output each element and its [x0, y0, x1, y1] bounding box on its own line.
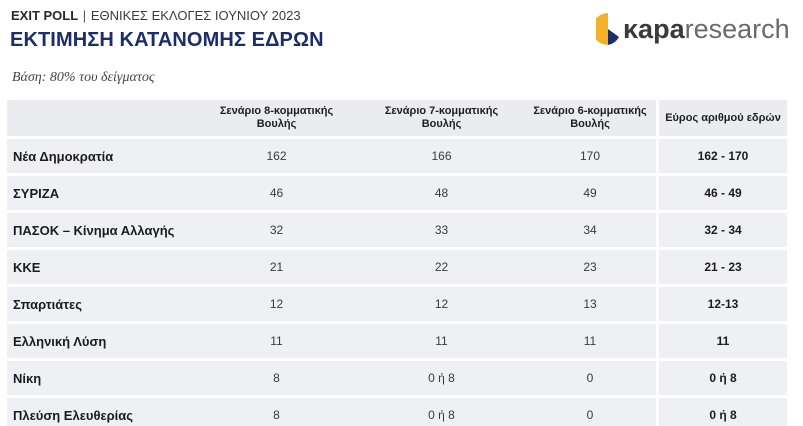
party-name: Σπαρτιάτες — [7, 287, 194, 321]
kapa-research-logo: κaparesearch — [596, 10, 790, 48]
party-name: ΠΑΣΟΚ – Κίνημα Αλλαγής — [7, 213, 194, 247]
seats-scenario-7: 12 — [359, 287, 524, 321]
party-name: Ελληνική Λύση — [7, 324, 194, 358]
column-header-scenario-8: Σενάριο 8-κομματικής Βουλής — [194, 100, 359, 136]
seats-scenario-6: 13 — [524, 287, 656, 321]
party-name: ΣΥΡΙΖΑ — [7, 176, 194, 210]
seats-scenario-6: 34 — [524, 213, 656, 247]
seats-scenario-8: 21 — [194, 250, 359, 284]
seats-scenario-6: 0 — [524, 361, 656, 395]
seats-scenario-6: 170 — [524, 139, 656, 173]
seats-scenario-7: 166 — [359, 139, 524, 173]
party-name: Νέα Δημοκρατία — [7, 139, 194, 173]
seat-range: 46 - 49 — [656, 176, 787, 210]
party-name: Νίκη — [7, 361, 194, 395]
kicker-separator: | — [82, 8, 87, 23]
seats-scenario-6: 23 — [524, 250, 656, 284]
kicker-election-name: ΕΘΝΙΚΕΣ ΕΚΛΟΓΕΣ ΙΟΥΝΙΟΥ 2023 — [90, 8, 301, 23]
seats-scenario-8: 12 — [194, 287, 359, 321]
party-name: Πλεύση Ελευθερίας — [7, 398, 194, 426]
kicker-exit-poll: EXIT POLL — [11, 8, 79, 23]
column-header-seat-range: Εύρος αριθμού εδρών — [656, 100, 787, 136]
seat-range: 12-13 — [656, 287, 787, 321]
seat-range: 32 - 34 — [656, 213, 787, 247]
table-row: ΠΑΣΟΚ – Κίνημα Αλλαγής 32 33 34 32 - 34 — [7, 213, 787, 247]
seats-scenario-8: 8 — [194, 361, 359, 395]
seats-scenario-6: 0 — [524, 398, 656, 426]
header-kicker: EXIT POLL | ΕΘΝΙΚΕΣ ΕΚΛΟΓΕΣ ΙΟΥΝΙΟΥ 2023 — [11, 8, 301, 24]
seat-range: 11 — [656, 324, 787, 358]
column-header-scenario-6: Σενάριο 6-κομματικής Βουλής — [524, 100, 656, 136]
table-row: ΣΥΡΙΖΑ 46 48 49 46 - 49 — [7, 176, 787, 210]
seats-scenario-7: 0 ή 8 — [359, 398, 524, 426]
table-header-row: Σενάριο 8-κομματικής Βουλής Σενάριο 7-κο… — [7, 100, 787, 136]
seats-scenario-7: 11 — [359, 324, 524, 358]
seats-scenario-8: 32 — [194, 213, 359, 247]
table-row: Πλεύση Ελευθερίας 8 0 ή 8 0 0 ή 8 — [7, 398, 787, 426]
seats-scenario-6: 11 — [524, 324, 656, 358]
logo-wordmark-research: research — [684, 14, 790, 44]
seat-range: 162 - 170 — [656, 139, 787, 173]
table-row: Ελληνική Λύση 11 11 11 11 — [7, 324, 787, 358]
seats-scenario-6: 49 — [524, 176, 656, 210]
sample-base-note: Βάση: 80% του δείγματος — [12, 70, 155, 85]
seats-scenario-7: 48 — [359, 176, 524, 210]
seats-scenario-8: 162 — [194, 139, 359, 173]
table-row: Νέα Δημοκρατία 162 166 170 162 - 170 — [7, 139, 787, 173]
seats-scenario-8: 46 — [194, 176, 359, 210]
logo-wordmark: κaparesearch — [623, 13, 790, 45]
seats-scenario-7: 33 — [359, 213, 524, 247]
logo-wordmark-kapa: κapa — [623, 14, 685, 44]
seats-scenario-7: 22 — [359, 250, 524, 284]
table-row: ΚΚΕ 21 22 23 21 - 23 — [7, 250, 787, 284]
column-header-party — [7, 100, 194, 136]
seats-scenario-8: 8 — [194, 398, 359, 426]
kapa-logo-icon — [596, 13, 619, 45]
page-title: ΕΚΤΙΜΗΣΗ ΚΑΤΑΝΟΜΗΣ ΕΔΡΩΝ — [10, 29, 324, 51]
seats-scenario-7: 0 ή 8 — [359, 361, 524, 395]
seat-range: 0 ή 8 — [656, 398, 787, 426]
table-row: Νίκη 8 0 ή 8 0 0 ή 8 — [7, 361, 787, 395]
column-header-scenario-7: Σενάριο 7-κομματικής Βουλής — [359, 100, 524, 136]
party-name: ΚΚΕ — [7, 250, 194, 284]
table-row: Σπαρτιάτες 12 12 13 12-13 — [7, 287, 787, 321]
seat-allocation-table: Σενάριο 8-κομματικής Βουλής Σενάριο 7-κο… — [7, 97, 787, 426]
seat-range: 0 ή 8 — [656, 361, 787, 395]
seat-range: 21 - 23 — [656, 250, 787, 284]
seats-scenario-8: 11 — [194, 324, 359, 358]
